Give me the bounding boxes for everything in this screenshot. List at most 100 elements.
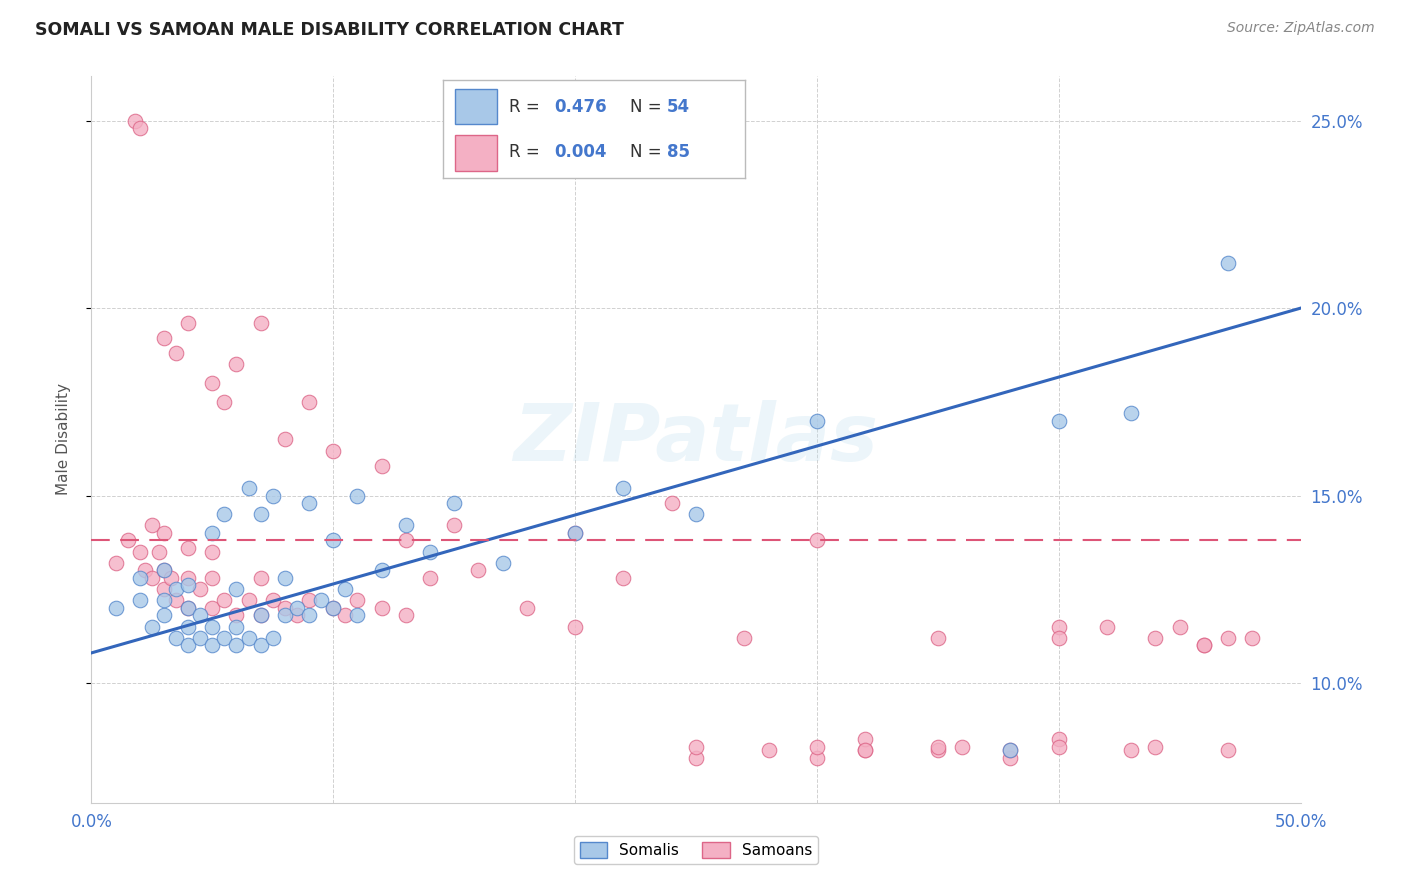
Point <box>685 751 707 765</box>
Point <box>274 432 297 446</box>
Text: ZIPatlas: ZIPatlas <box>513 401 879 478</box>
Point <box>201 639 224 653</box>
Point <box>262 489 284 503</box>
Point <box>733 631 755 645</box>
Point <box>225 582 247 597</box>
Point <box>285 608 308 623</box>
Point <box>165 346 187 360</box>
Point <box>160 571 183 585</box>
Point <box>1192 639 1215 653</box>
Point <box>201 620 224 634</box>
Bar <box>456 89 498 124</box>
Point <box>806 413 828 427</box>
Point <box>201 545 224 559</box>
Text: Source: ZipAtlas.com: Source: ZipAtlas.com <box>1227 21 1375 36</box>
Point <box>177 620 200 634</box>
Point <box>285 601 308 615</box>
Point <box>1000 751 1022 765</box>
Point <box>370 564 392 578</box>
Point <box>1047 732 1070 747</box>
Point <box>685 739 707 754</box>
Point <box>153 564 176 578</box>
Point <box>335 582 357 597</box>
Point <box>249 508 271 522</box>
Point <box>177 639 200 653</box>
Text: SOMALI VS SAMOAN MALE DISABILITY CORRELATION CHART: SOMALI VS SAMOAN MALE DISABILITY CORRELA… <box>35 21 624 39</box>
Point <box>1144 631 1167 645</box>
Point <box>443 518 465 533</box>
Text: N =: N = <box>630 144 662 161</box>
Point <box>370 458 392 473</box>
Point <box>516 601 538 615</box>
Point <box>148 545 170 559</box>
Text: R =: R = <box>509 144 546 161</box>
Point <box>419 545 441 559</box>
Point <box>298 593 321 607</box>
Point <box>661 496 683 510</box>
Point <box>225 620 247 634</box>
Point <box>927 631 949 645</box>
Point <box>201 526 224 541</box>
Point <box>238 481 260 495</box>
Point <box>395 533 418 548</box>
Point <box>188 582 211 597</box>
Point <box>491 556 513 570</box>
Point <box>298 496 321 510</box>
Point <box>1047 631 1070 645</box>
Point <box>1047 739 1070 754</box>
Text: 85: 85 <box>666 144 689 161</box>
Text: 0.004: 0.004 <box>555 144 607 161</box>
Point <box>298 608 321 623</box>
Point <box>806 739 828 754</box>
Point <box>806 751 828 765</box>
Point <box>853 732 876 747</box>
Point <box>141 620 163 634</box>
Point <box>262 631 284 645</box>
Point <box>249 608 271 623</box>
Y-axis label: Male Disability: Male Disability <box>56 384 70 495</box>
Point <box>274 601 297 615</box>
Text: R =: R = <box>509 98 551 116</box>
Point <box>225 639 247 653</box>
Point <box>238 593 260 607</box>
Point <box>853 743 876 757</box>
Point <box>1216 631 1239 645</box>
Point <box>214 508 236 522</box>
Point <box>124 113 146 128</box>
Point <box>177 541 200 555</box>
Text: 54: 54 <box>666 98 690 116</box>
Point <box>177 578 200 592</box>
Point <box>274 571 297 585</box>
Point <box>201 601 224 615</box>
Point <box>128 593 150 607</box>
Point <box>322 443 344 458</box>
Point <box>117 533 139 548</box>
Point <box>1216 256 1239 270</box>
Point <box>927 743 949 757</box>
Point <box>322 601 344 615</box>
Point <box>927 739 949 754</box>
Point <box>201 571 224 585</box>
Point <box>225 357 247 371</box>
Text: 0.476: 0.476 <box>555 98 607 116</box>
Point <box>685 508 707 522</box>
Point <box>214 394 236 409</box>
Point <box>165 631 187 645</box>
Point <box>370 601 392 615</box>
Point <box>141 518 163 533</box>
Point <box>128 571 150 585</box>
Point <box>853 743 876 757</box>
Point <box>249 316 271 330</box>
Point <box>395 608 418 623</box>
Point <box>177 601 200 615</box>
Bar <box>456 136 498 170</box>
Point <box>335 608 357 623</box>
Point <box>188 631 211 645</box>
Point <box>950 739 973 754</box>
Point <box>1144 739 1167 754</box>
Point <box>1000 743 1022 757</box>
Point <box>612 481 634 495</box>
Point <box>1047 620 1070 634</box>
Point <box>1168 620 1191 634</box>
Point <box>346 489 368 503</box>
